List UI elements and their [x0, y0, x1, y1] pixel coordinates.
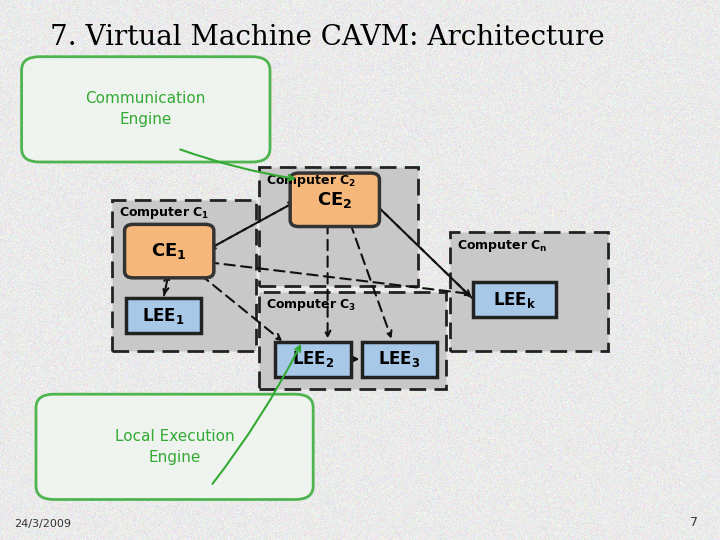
FancyBboxPatch shape — [290, 173, 379, 226]
Text: Local Execution
Engine: Local Execution Engine — [114, 429, 235, 465]
FancyBboxPatch shape — [362, 342, 438, 377]
FancyBboxPatch shape — [36, 394, 313, 500]
FancyBboxPatch shape — [126, 298, 202, 333]
Text: 7. Virtual Machine CAVM: Architecture: 7. Virtual Machine CAVM: Architecture — [50, 24, 605, 51]
FancyBboxPatch shape — [259, 292, 446, 389]
FancyBboxPatch shape — [112, 200, 256, 351]
Text: $\mathbf{Computer\ C_{2}}$: $\mathbf{Computer\ C_{2}}$ — [266, 173, 356, 189]
Text: $\mathbf{LEE_{3}}$: $\mathbf{LEE_{3}}$ — [378, 349, 421, 369]
Text: $\mathbf{LEE_{1}}$: $\mathbf{LEE_{1}}$ — [142, 306, 185, 326]
FancyBboxPatch shape — [474, 282, 556, 317]
Text: $\mathbf{Computer\ C_{n}}$: $\mathbf{Computer\ C_{n}}$ — [457, 238, 547, 254]
FancyBboxPatch shape — [275, 342, 351, 377]
Text: $\mathbf{LEE_{2}}$: $\mathbf{LEE_{2}}$ — [292, 349, 335, 369]
FancyBboxPatch shape — [22, 57, 270, 162]
Text: $\mathbf{CE_{2}}$: $\mathbf{CE_{2}}$ — [317, 190, 353, 210]
Text: $\mathbf{Computer\ C_{1}}$: $\mathbf{Computer\ C_{1}}$ — [119, 205, 209, 221]
Text: $\mathbf{CE_{1}}$: $\mathbf{CE_{1}}$ — [151, 241, 187, 261]
Text: 24/3/2009: 24/3/2009 — [14, 519, 71, 529]
Text: $\mathbf{Computer\ C_{3}}$: $\mathbf{Computer\ C_{3}}$ — [266, 297, 356, 313]
FancyBboxPatch shape — [125, 225, 214, 278]
Text: 7: 7 — [690, 516, 698, 529]
FancyBboxPatch shape — [450, 232, 608, 351]
Text: Communication
Engine: Communication Engine — [86, 91, 206, 127]
Text: $\mathbf{LEE_{k}}$: $\mathbf{LEE_{k}}$ — [493, 289, 536, 310]
FancyBboxPatch shape — [259, 167, 418, 286]
